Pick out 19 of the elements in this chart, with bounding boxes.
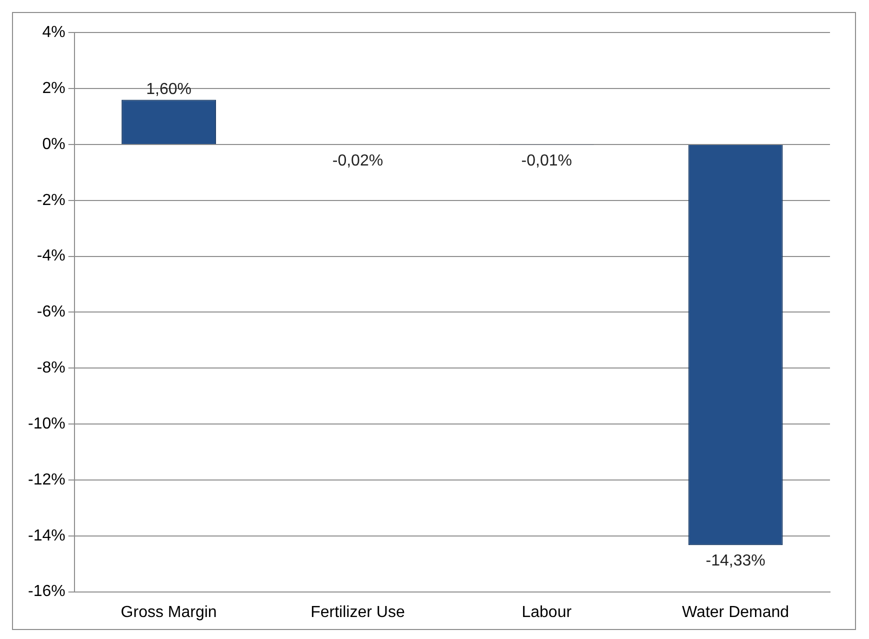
data-label: -0,02% [332, 152, 384, 170]
x-tick-label: Gross Margin [120, 604, 217, 621]
data-label: 1,60% [146, 81, 192, 98]
y-tick-label: 0% [42, 136, 66, 153]
y-tick-label: -14% [28, 527, 66, 544]
y-tick-label: -6% [36, 304, 66, 321]
y-tick-label: -4% [36, 248, 66, 265]
x-tick-label: Labour [522, 604, 572, 621]
y-tick-label: -8% [36, 360, 66, 377]
x-tick-label: Fertilizer Use [310, 604, 405, 621]
x-tick-label: Water Demand [682, 604, 790, 621]
y-tick-label: -10% [28, 415, 66, 432]
y-tick-label: 4% [42, 24, 66, 42]
data-label: -14,33% [706, 552, 766, 570]
y-tick-label: -2% [36, 192, 66, 209]
y-tick-label: -12% [28, 471, 66, 488]
data-label: -0,01% [521, 152, 572, 170]
y-tick-label: -16% [28, 583, 66, 600]
y-tick-label: 2% [42, 80, 66, 97]
